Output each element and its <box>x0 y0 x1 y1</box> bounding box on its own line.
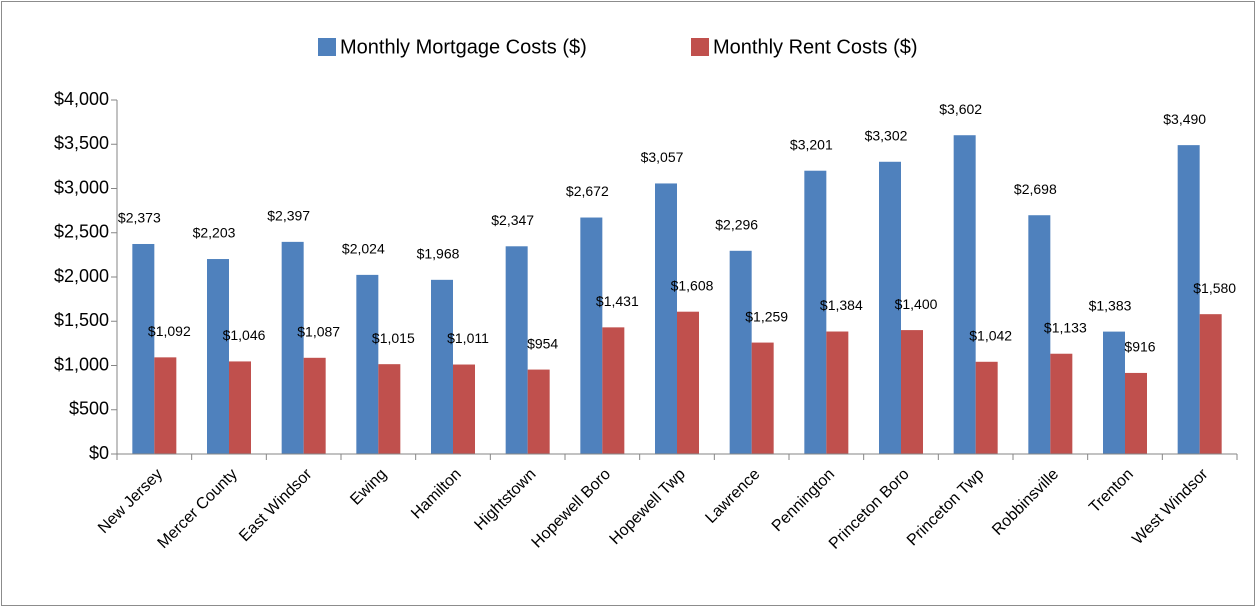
bar <box>207 259 229 454</box>
bar <box>580 217 603 454</box>
data-label: $3,602 <box>939 101 982 117</box>
data-label: $1,042 <box>969 327 1012 343</box>
y-tick-label: $2,000 <box>54 266 109 286</box>
bar <box>1125 372 1147 454</box>
data-label: $1,580 <box>1193 280 1236 296</box>
data-label: $1,384 <box>820 297 863 313</box>
bar <box>1199 314 1222 454</box>
bar <box>453 364 475 454</box>
bar <box>356 274 379 454</box>
data-label: $3,201 <box>790 136 833 152</box>
data-label: $1,608 <box>671 277 714 293</box>
data-label: $2,203 <box>193 225 236 241</box>
data-label: $1,431 <box>596 293 639 309</box>
bar <box>729 250 752 454</box>
bar <box>751 342 774 454</box>
legend-swatch <box>318 38 336 56</box>
y-tick-label: $1,500 <box>54 310 109 330</box>
data-label: $3,057 <box>641 149 684 165</box>
data-label: $2,698 <box>1014 181 1057 197</box>
bar <box>1177 145 1200 454</box>
data-label: $1,968 <box>417 246 460 262</box>
legend-label: Monthly Mortgage Costs ($) <box>340 36 587 58</box>
y-tick-label: $4,000 <box>54 89 109 109</box>
bar <box>132 243 155 454</box>
data-label: $1,383 <box>1089 297 1132 313</box>
bar <box>953 135 976 454</box>
data-label: $1,133 <box>1044 319 1087 335</box>
bar <box>303 357 326 454</box>
data-label: $2,672 <box>566 183 609 199</box>
data-label: $2,347 <box>491 212 534 228</box>
data-label: $3,302 <box>865 127 908 143</box>
data-label: $954 <box>527 335 558 351</box>
bar <box>154 357 177 454</box>
bar <box>431 279 453 454</box>
bar <box>901 330 923 454</box>
data-label: $2,024 <box>342 241 385 257</box>
data-label: $1,015 <box>372 330 415 346</box>
data-label: $1,092 <box>148 323 191 339</box>
data-label: $1,400 <box>895 296 938 312</box>
bar <box>804 170 827 455</box>
bar <box>1103 331 1125 454</box>
data-label: $2,296 <box>715 217 758 233</box>
data-label: $2,373 <box>118 210 161 226</box>
y-tick-label: $3,000 <box>54 177 109 197</box>
data-label: $1,259 <box>745 308 788 324</box>
bar <box>879 161 901 454</box>
data-label: $916 <box>1124 339 1155 355</box>
bar <box>602 327 625 454</box>
y-tick-label: $1,000 <box>54 354 109 374</box>
bar <box>655 183 677 454</box>
data-label: $3,490 <box>1163 111 1206 127</box>
data-label: $1,046 <box>223 327 266 343</box>
bar <box>677 311 699 454</box>
y-tick-label: $0 <box>89 443 109 463</box>
y-tick-label: $3,500 <box>54 133 109 153</box>
data-label: $1,011 <box>447 330 489 346</box>
y-tick-label: $500 <box>69 399 109 419</box>
data-label: $2,397 <box>267 208 310 224</box>
bar <box>1050 353 1073 454</box>
bar <box>229 361 251 454</box>
bar <box>378 364 401 454</box>
bar <box>281 241 304 454</box>
bar <box>826 331 849 454</box>
bar <box>1028 215 1051 454</box>
y-tick-label: $2,500 <box>54 222 109 242</box>
data-label: $1,087 <box>297 324 340 340</box>
legend-swatch <box>691 38 709 56</box>
bar <box>527 369 550 454</box>
bar <box>505 246 528 454</box>
legend-label: Monthly Rent Costs ($) <box>713 36 918 58</box>
bar <box>975 361 998 454</box>
